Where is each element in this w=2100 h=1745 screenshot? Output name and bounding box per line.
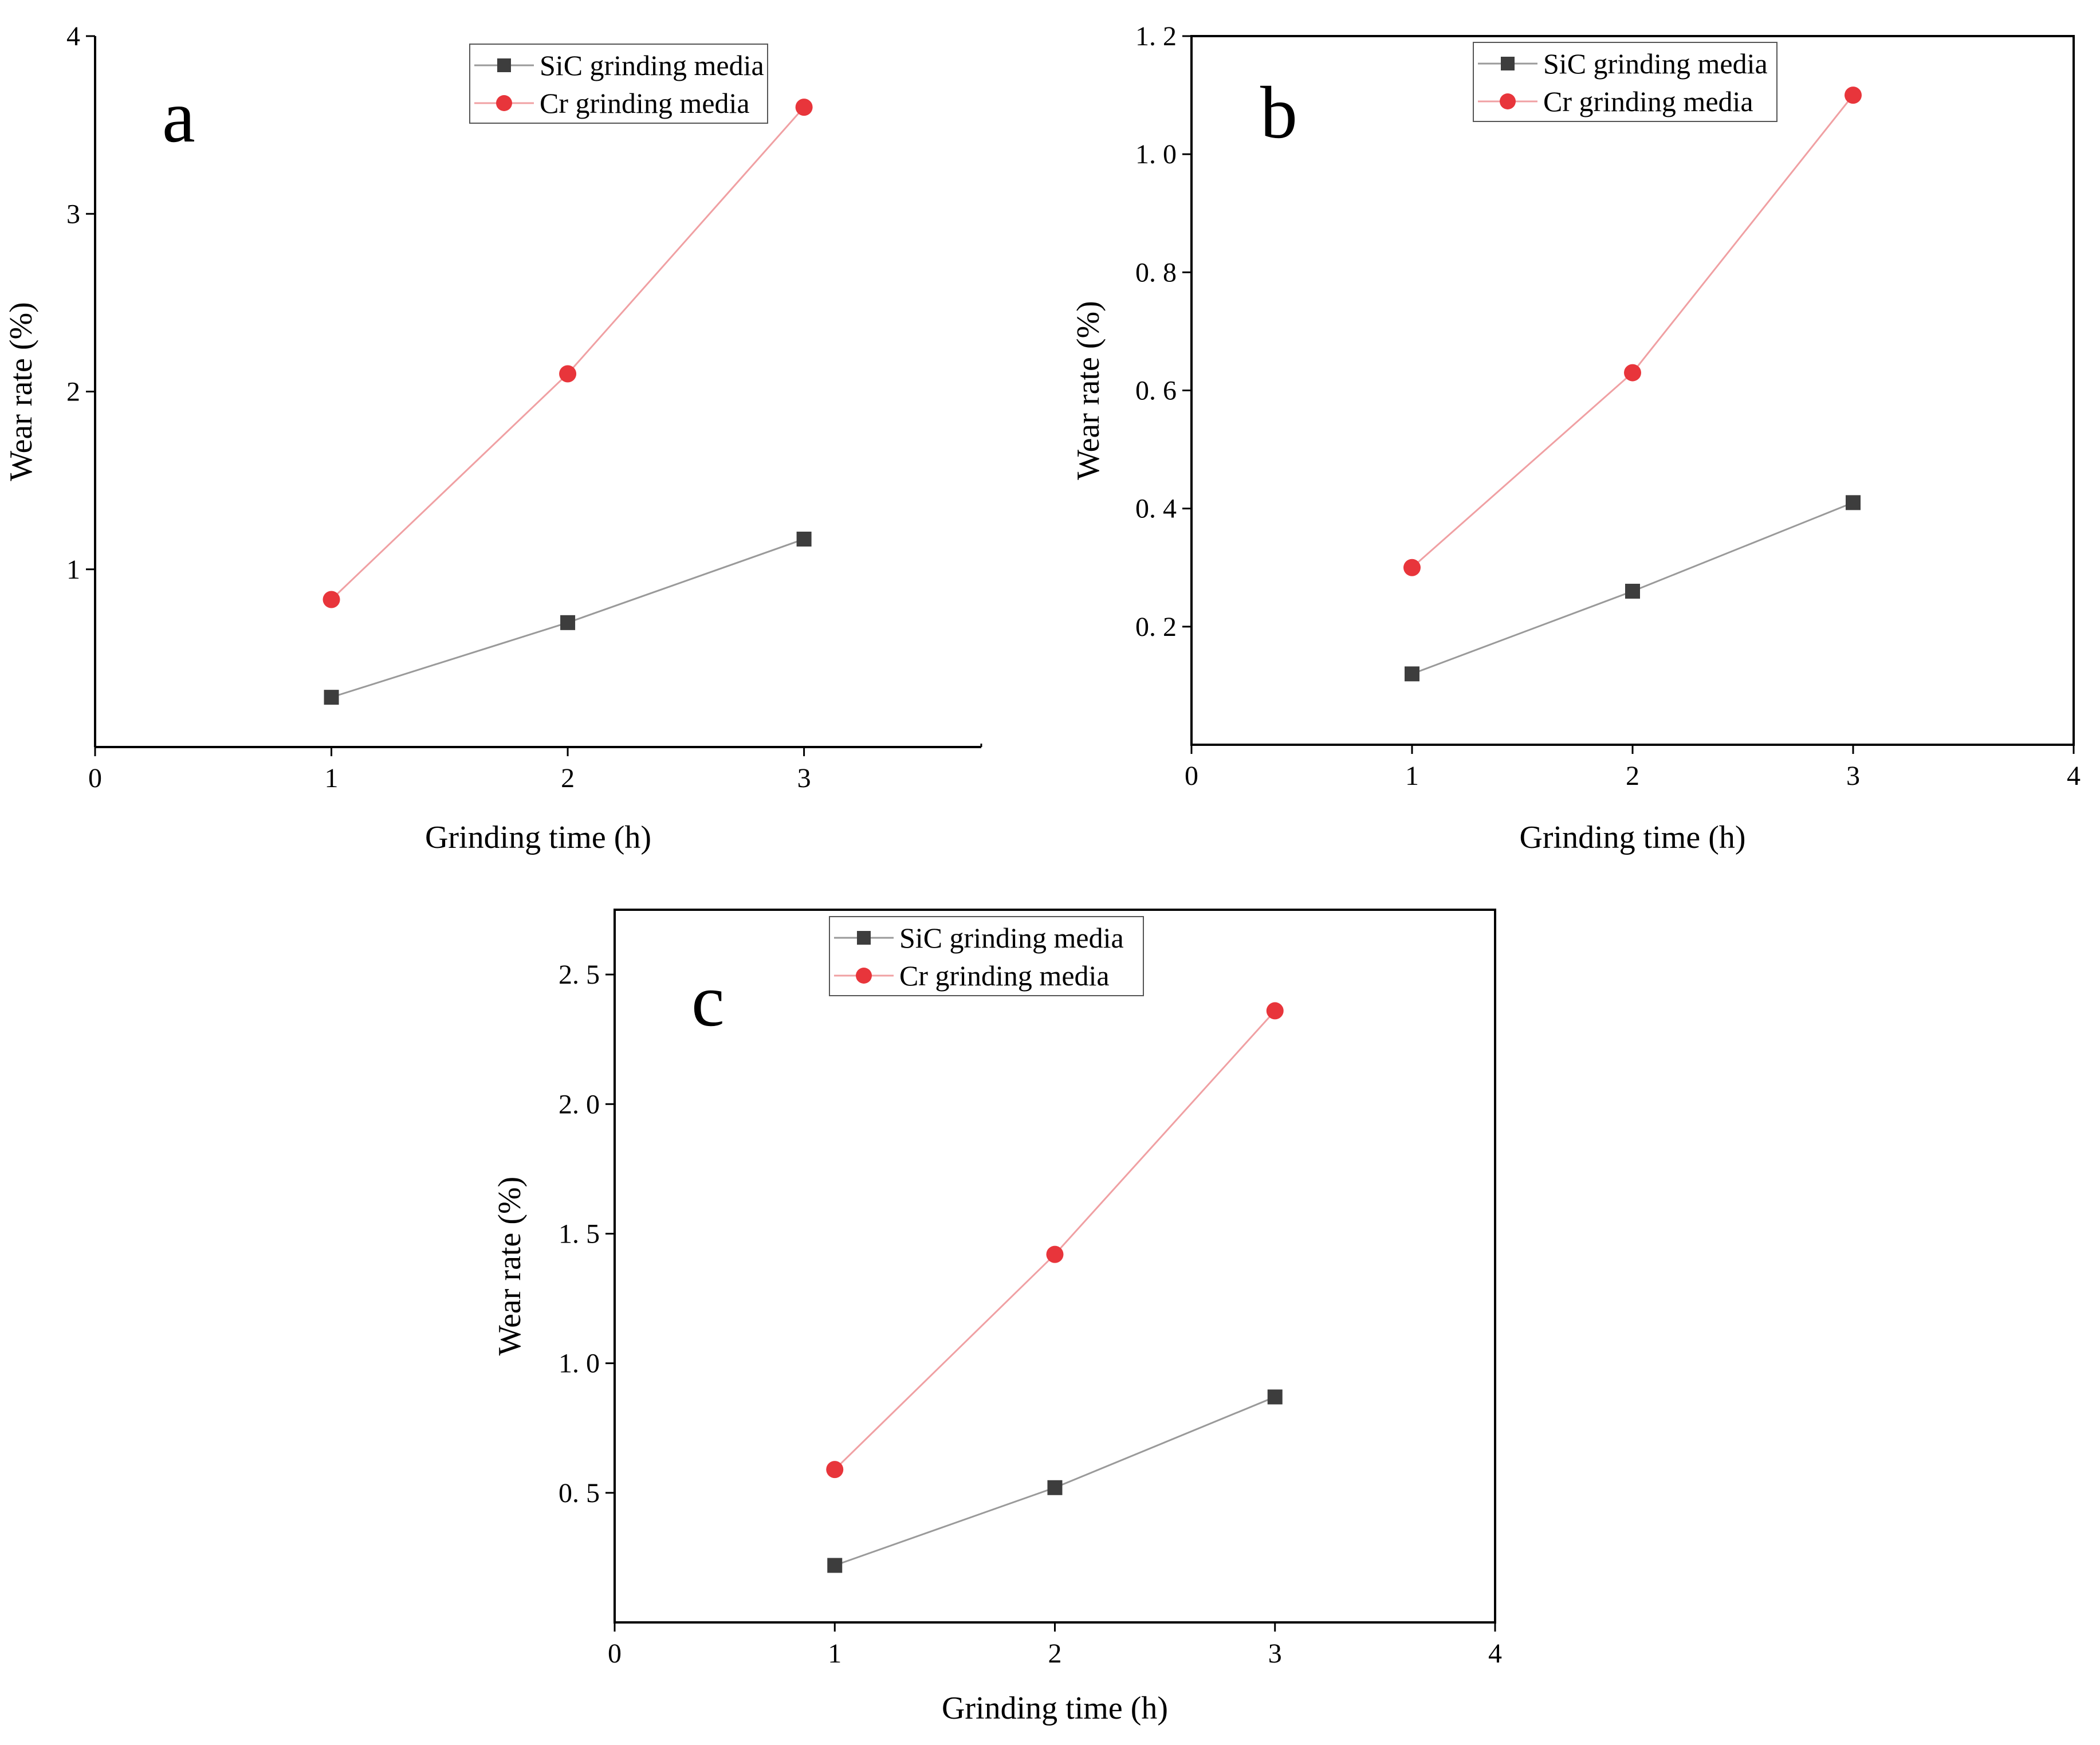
y-tick-label: 1 [66,555,80,585]
legend-marker-cr [496,95,512,111]
panel-letter: a [162,76,195,158]
panel-letter: c [691,960,725,1042]
data-point-sic [1846,495,1861,510]
y-axis-title: Wear rate (%) [1071,301,1106,480]
legend: SiC grinding media Cr grinding media [469,44,768,124]
y-tick-label: 2. 0 [559,1089,600,1119]
data-point-cr [1624,364,1641,382]
x-tick-label: 1 [325,763,339,793]
legend-label-sic: SiC grinding media [899,922,1124,954]
series-line-cr [1411,95,1854,568]
plot-frame [1190,35,2075,746]
legend-label-cr: Cr grinding media [540,87,750,119]
x-tick-label: 1 [828,1638,841,1669]
x-tick-label: 0 [88,763,102,793]
data-point-sic [827,1558,843,1573]
series-line-cr [834,1010,1276,1471]
data-point-cr [1046,1245,1064,1263]
data-point-cr [1403,559,1421,576]
legend-label-cr: Cr grinding media [899,960,1110,992]
legend-marker-cr [856,968,872,984]
data-point-sic [1405,666,1419,682]
x-tick-label: 2 [1626,761,1639,791]
x-tick-label: 2 [561,763,575,793]
data-point-cr [323,591,340,608]
data-point-sic [1267,1389,1283,1405]
data-point-cr [1266,1002,1284,1020]
x-tick-label: 3 [797,763,811,793]
legend-marker-sic [497,58,511,72]
legend-label-sic: SiC grinding media [540,49,764,81]
panel-letter: b [1260,72,1297,154]
plot-frame [614,909,1496,1624]
y-tick-label: 0. 6 [1135,376,1177,406]
y-tick-label: 0. 4 [1135,494,1177,524]
x-tick-label: 2 [1048,1638,1062,1669]
y-tick-label: 1. 5 [559,1219,600,1249]
legend-marker-sic [857,931,871,945]
y-tick-label: 0. 5 [559,1478,600,1508]
y-tick-label: 1. 2 [1135,21,1177,52]
y-axis-title: Wear rate (%) [492,1177,528,1356]
y-axis-title: Wear rate (%) [3,302,39,481]
data-point-sic [1625,583,1640,599]
data-point-sic [324,690,339,705]
legend-box [1473,42,1777,122]
x-tick-label: 3 [1268,1638,1282,1669]
data-point-cr [559,365,577,383]
series-line-cr [331,107,805,600]
x-axis-title: Grinding time (h) [1519,820,1745,855]
data-point-cr [1845,87,1862,104]
legend-marker-sic [1501,57,1515,70]
x-tick-label: 1 [1405,761,1419,791]
x-tick-label: 0 [1185,761,1198,791]
x-tick-label: 3 [1846,761,1860,791]
y-tick-label: 3 [66,199,80,229]
x-axis-title: Grinding time (h) [425,820,651,855]
legend-label-cr: Cr grinding media [1543,85,1753,117]
x-tick-label: 4 [2067,761,2081,791]
x-axis-title: Grinding time (h) [942,1691,1168,1726]
chart-panel-b: 0. 2 0. 4 0. 6 0. 8 1. 0 1. 2 0 1 2 3 4 Grinding ti… [1071,21,2081,855]
chart-panel-c: 0. 5 1. 0 1. 5 2. 0 2. 5 0 1 2 3 4 Grinding time (… [492,909,1502,1726]
y-tick-label: 0. 2 [1135,612,1177,642]
y-tick-label: 1. 0 [559,1349,600,1379]
data-point-cr [826,1461,844,1479]
y-tick-label: 0. 8 [1135,257,1177,288]
data-point-sic [1047,1480,1063,1495]
y-tick-label: 2 [66,377,80,407]
legend: SiC grinding media Cr grinding media [1473,42,1777,122]
legend-label-sic: SiC grinding media [1543,48,1768,80]
y-tick-label: 1. 0 [1135,139,1177,170]
data-point-sic [560,615,576,630]
x-tick-label: 0 [608,1638,622,1669]
y-tick-label: 2. 5 [559,960,600,990]
y-tick-label: 4 [66,21,80,52]
legend-marker-cr [1500,93,1516,109]
data-point-cr [795,99,813,116]
legend: SiC grinding media Cr grinding media [829,916,1144,996]
x-tick-label: 4 [1488,1638,1502,1669]
legend-box [469,44,768,124]
data-point-sic [796,532,812,547]
chart-panel-a: 1 2 3 4 0 1 2 3 Grinding time (h) Wear rate (%) a S… [3,21,982,855]
legend-box [829,916,1144,996]
